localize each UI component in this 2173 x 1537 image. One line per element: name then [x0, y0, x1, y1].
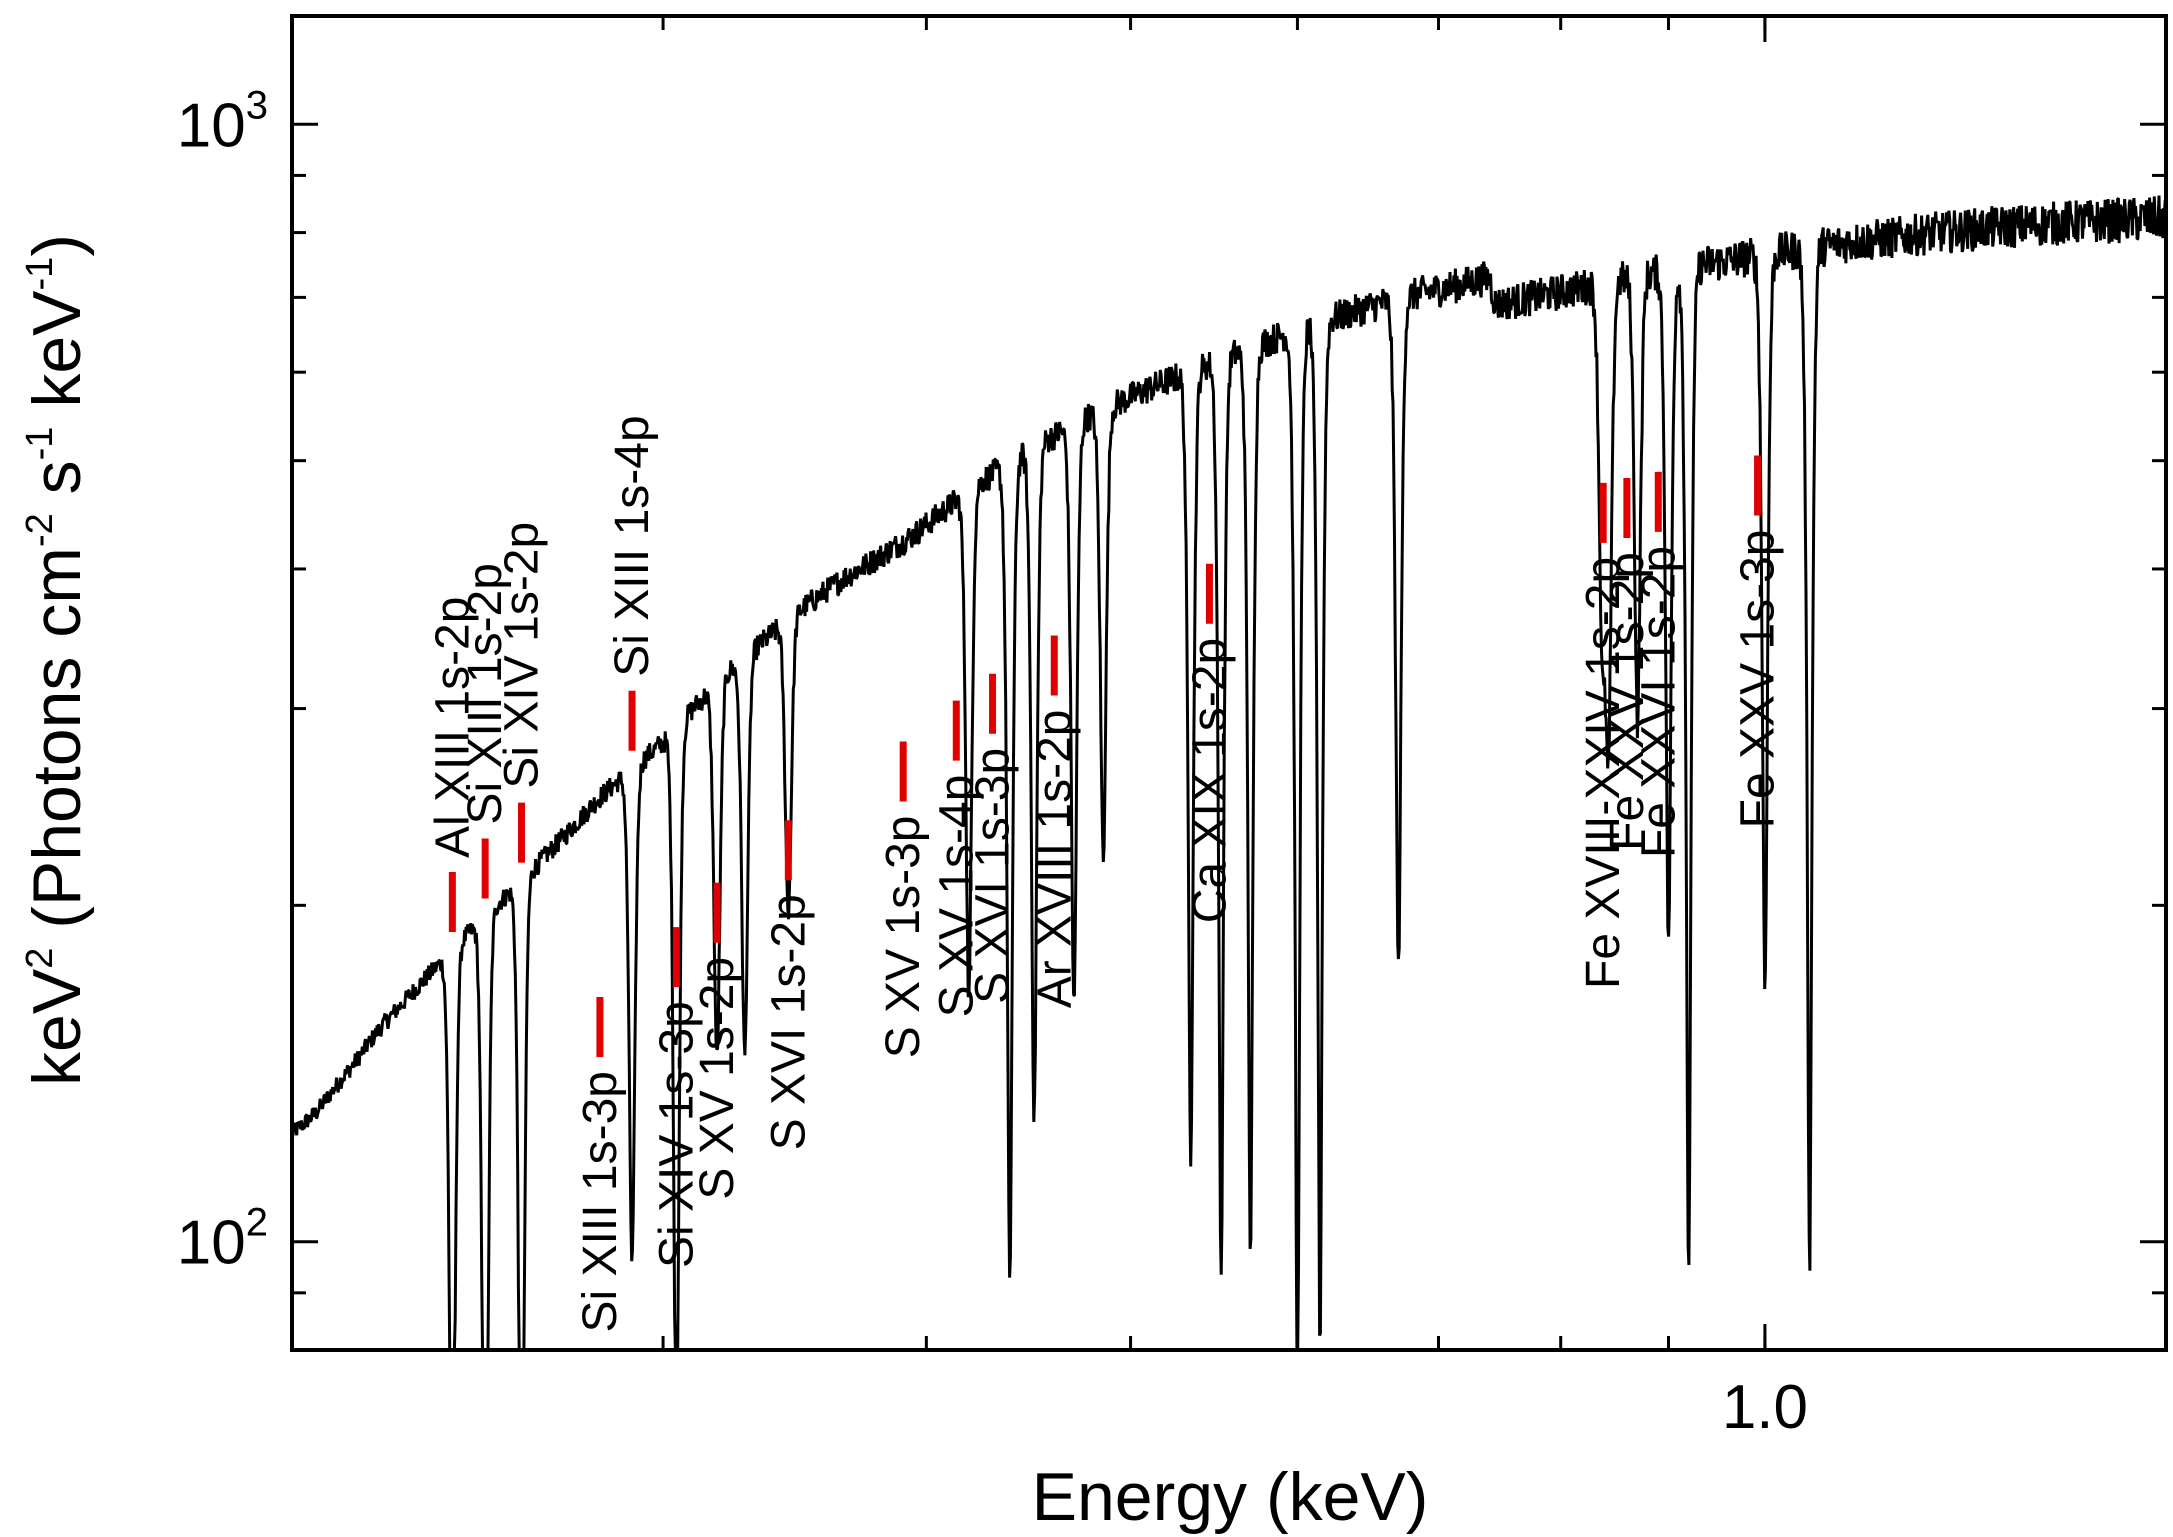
y-tick-label: 102: [177, 1201, 268, 1278]
line-label: Si XIII 1s-3p: [574, 1071, 627, 1332]
line-label: Fe XVIII-XXIV 1s-2p: [1577, 557, 1630, 989]
line-label: S XVI 1s-2p: [762, 894, 815, 1150]
line-label: Si XIII 1s-4p: [606, 415, 659, 676]
line-label: Ar XVIII 1s-2p: [1028, 710, 1081, 1009]
y-axis-title-part: s: [19, 460, 95, 513]
y-tick-label: 103: [177, 83, 268, 160]
y-axis-title-part: (Photons cm: [19, 547, 95, 948]
plot-frame: [290, 14, 2168, 1352]
y-axis-title-sup: -1: [19, 257, 61, 291]
y-axis-title: keV2 (Photons cm-2 s-1 keV-1): [19, 234, 95, 1086]
y-axis-title-sup: 2: [19, 948, 61, 969]
y-axis-title-part: keV: [19, 968, 95, 1086]
line-label: Si XIII 1s-2p: [459, 563, 512, 824]
line-label: Ca XIX 1s-2p: [1183, 638, 1236, 923]
y-axis-title-sup: -2: [19, 513, 61, 547]
x-axis-title: Energy (keV): [1032, 1459, 1429, 1535]
line-label: S XVI 1s-3p: [967, 748, 1020, 1004]
y-axis-title-part: keV: [19, 290, 95, 427]
line-label: Si XIV 1s-2p: [496, 522, 549, 789]
x-tick-label: 1.0: [1722, 1373, 1808, 1442]
y-axis-title-sup: -1: [19, 427, 61, 461]
line-label: Fe XXV 1s-2p: [1601, 552, 1654, 851]
line-label: S XV 1s-4p: [930, 775, 983, 1018]
line-label: Fe XXV 1s-3p: [1732, 530, 1785, 829]
axis-ticks: 1.0 102 103: [177, 16, 2166, 1442]
line-label: Si XIV 1s-3p: [650, 1001, 703, 1268]
y-axis-title-part: ): [19, 234, 95, 257]
line-label: S XV 1s-3p: [877, 816, 930, 1059]
line-label: Al XIII 1s-2p: [426, 597, 479, 858]
plot-frame-group: [290, 14, 2168, 1352]
spectrum-series: [290, 195, 2168, 1352]
line-label: S XV 1s-2p: [691, 957, 744, 1200]
spectrum-line: [290, 195, 2168, 1352]
line-label: Fe XXVI 1s-2p: [1632, 546, 1685, 858]
